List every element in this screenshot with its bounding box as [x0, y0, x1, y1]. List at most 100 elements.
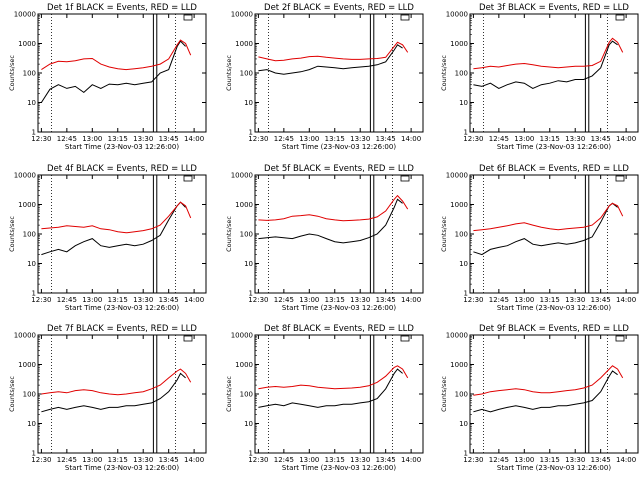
x-tick-label: 12:45 [57, 296, 77, 304]
x-tick-label: 13:00 [299, 456, 319, 464]
top-marker-box [615, 14, 625, 21]
chart-title: Det 8f BLACK = Events, RED = LLD [264, 324, 414, 334]
top-marker-box [183, 14, 193, 21]
plot-frame [254, 174, 424, 294]
x-axis-label: Start Time (23-Nov-03 12:26:00) [282, 143, 396, 151]
x-tick-label: 13:15 [108, 456, 128, 464]
x-tick-label: 12:45 [274, 135, 294, 143]
plot-frame [469, 13, 639, 133]
y-tick-label: 10 [459, 260, 468, 268]
series-line-lld [41, 201, 192, 234]
x-tick-label: 13:15 [540, 296, 560, 304]
x-tick-label: 13:15 [108, 135, 128, 143]
y-tick-label: 10000 [446, 172, 468, 180]
y-tick-label: 10000 [14, 332, 36, 340]
chart-panel-2: Det 2f BLACK = Events, RED = LLD 1 10 100 10… [225, 3, 424, 151]
series-line-lld [258, 365, 409, 390]
chart-panel-5: Det 5f BLACK = Events, RED = LLD 1 10 100 10… [225, 164, 424, 312]
x-tick-label: 13:45 [591, 456, 611, 464]
x-tick-label: 12:45 [57, 456, 77, 464]
x-tick-label: 13:00 [82, 135, 102, 143]
x-axis-label: Start Time (23-Nov-03 12:26:00) [282, 464, 396, 472]
x-tick-label: 12:30 [248, 135, 268, 143]
y-tick-label: 10000 [14, 172, 36, 180]
chart-panel-3: Det 3f BLACK = Events, RED = LLD 1 10 100 10… [440, 3, 639, 151]
x-tick-label: 13:30 [133, 456, 153, 464]
x-tick-label: 14:00 [184, 296, 204, 304]
y-tick-label: 10000 [231, 172, 253, 180]
x-tick-label: 13:30 [350, 296, 370, 304]
y-tick-label: 1 [249, 290, 253, 298]
x-tick-label: 12:30 [463, 296, 483, 304]
y-tick-label: 100 [455, 70, 468, 78]
y-axis-label: Counts/sec [225, 216, 233, 252]
series-line-lld [41, 39, 192, 71]
series-line-lld [473, 202, 624, 232]
chart-title: Det 5f BLACK = Events, RED = LLD [264, 164, 414, 174]
x-tick-label: 12:45 [274, 456, 294, 464]
chart-panel-8: Det 8f BLACK = Events, RED = LLD 1 10 100 10… [225, 324, 424, 472]
y-tick-label: 1 [32, 290, 36, 298]
x-tick-label: 13:15 [108, 296, 128, 304]
y-tick-label: 10 [27, 420, 36, 428]
y-axis-label: Counts/sec [440, 55, 448, 91]
y-tick-label: 1000 [18, 361, 36, 369]
x-tick-label: 13:30 [565, 296, 585, 304]
x-tick-label: 13:45 [376, 456, 396, 464]
y-tick-label: 1000 [450, 361, 468, 369]
top-marker-box [400, 14, 410, 21]
series-line-events [258, 198, 403, 244]
x-tick-label: 14:00 [616, 296, 636, 304]
x-tick-label: 12:30 [31, 135, 51, 143]
y-tick-label: 100 [455, 231, 468, 239]
chart-title: Det 9f BLACK = Events, RED = LLD [479, 324, 629, 334]
y-axis-label: Counts/sec [8, 376, 16, 412]
series-line-events [473, 40, 618, 89]
series-line-lld [41, 368, 192, 396]
top-marker-box [400, 175, 410, 182]
y-tick-label: 1 [32, 450, 36, 458]
x-tick-label: 12:45 [489, 135, 509, 143]
chart-panel-1: Det 1f BLACK = Events, RED = LLD 1 10 100 10… [8, 3, 207, 151]
y-tick-label: 100 [240, 391, 253, 399]
x-tick-label: 13:30 [565, 135, 585, 143]
x-tick-label: 14:00 [184, 456, 204, 464]
top-marker-box [183, 175, 193, 182]
y-tick-label: 100 [23, 231, 36, 239]
x-tick-label: 12:30 [31, 456, 51, 464]
y-axis-label: Counts/sec [225, 376, 233, 412]
series-line-events [473, 370, 618, 413]
x-tick-label: 13:00 [299, 135, 319, 143]
y-axis-label: Counts/sec [440, 216, 448, 252]
y-tick-label: 10 [244, 420, 253, 428]
x-axis-label: Start Time (23-Nov-03 12:26:00) [497, 464, 611, 472]
series-line-lld [473, 37, 624, 70]
y-tick-label: 1000 [18, 40, 36, 48]
chart-title: Det 3f BLACK = Events, RED = LLD [479, 3, 629, 13]
x-tick-label: 13:45 [159, 135, 179, 143]
x-tick-label: 14:00 [401, 135, 421, 143]
y-tick-label: 100 [23, 70, 36, 78]
series-line-events [41, 201, 186, 256]
y-tick-label: 10 [27, 99, 36, 107]
y-tick-label: 1000 [450, 201, 468, 209]
series-line-lld [473, 365, 624, 396]
y-axis-label: Counts/sec [440, 376, 448, 412]
series-line-events [41, 372, 186, 413]
y-tick-label: 10 [459, 99, 468, 107]
x-tick-label: 12:30 [248, 296, 268, 304]
x-tick-label: 13:15 [540, 456, 560, 464]
x-tick-label: 13:45 [159, 296, 179, 304]
y-tick-label: 10 [244, 260, 253, 268]
y-tick-label: 100 [240, 70, 253, 78]
x-tick-label: 13:15 [325, 135, 345, 143]
x-axis-label: Start Time (23-Nov-03 12:26:00) [65, 143, 179, 151]
x-axis-label: Start Time (23-Nov-03 12:26:00) [65, 304, 179, 312]
x-tick-label: 13:45 [591, 135, 611, 143]
x-axis-label: Start Time (23-Nov-03 12:26:00) [497, 143, 611, 151]
x-tick-label: 13:30 [133, 296, 153, 304]
series-line-events [258, 368, 403, 408]
x-tick-label: 12:45 [57, 135, 77, 143]
y-tick-label: 1 [249, 129, 253, 137]
